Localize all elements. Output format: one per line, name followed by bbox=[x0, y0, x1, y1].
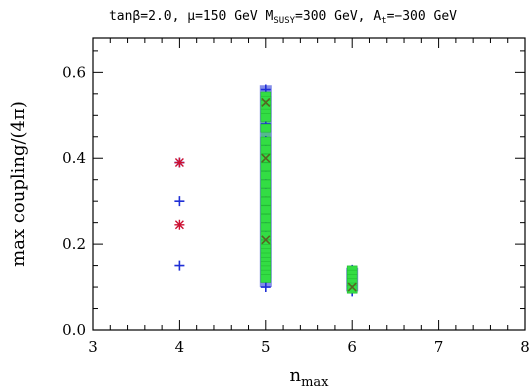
x-tick-label: 8 bbox=[520, 338, 530, 356]
axis-ticks bbox=[92, 38, 526, 331]
square-marker bbox=[260, 179, 272, 189]
y-tick-labels: 0.0 0.2 0.4 0.6 bbox=[62, 63, 86, 339]
cross-marker bbox=[261, 97, 271, 107]
square-marker bbox=[260, 222, 272, 232]
square-marker bbox=[260, 113, 272, 122]
x-tick-labels: 3 4 5 6 7 8 bbox=[88, 338, 530, 356]
y-axis-label: max coupling/(4π) bbox=[8, 101, 29, 267]
x-tick-label: 3 bbox=[88, 338, 98, 356]
square-marker bbox=[260, 136, 272, 146]
square-marker bbox=[260, 171, 272, 180]
square-marker bbox=[260, 274, 272, 283]
square-marker bbox=[260, 188, 272, 197]
x-tick-label: 7 bbox=[434, 338, 444, 356]
x-tick-label: 4 bbox=[175, 338, 185, 356]
square-marker bbox=[260, 196, 272, 206]
square-marker bbox=[260, 205, 272, 215]
plus-marker bbox=[174, 260, 185, 271]
plus-marker bbox=[260, 282, 271, 293]
y-tick-label: 0.2 bbox=[62, 235, 86, 253]
title-subscript-susy: SUSY bbox=[273, 16, 295, 26]
plus-marker bbox=[174, 196, 185, 207]
cross-marker bbox=[261, 235, 271, 245]
data-points bbox=[174, 84, 359, 297]
y-tick-label: 0.0 bbox=[62, 321, 86, 339]
title-subscript-t: t bbox=[381, 16, 386, 26]
y-tick-label: 0.6 bbox=[62, 63, 86, 81]
chart-title: tanβ=2.0, μ=150 GeV MSUSY=300 GeV, At=−3… bbox=[109, 9, 457, 26]
square-marker bbox=[260, 214, 272, 223]
square-marker bbox=[260, 162, 272, 172]
star-marker bbox=[174, 157, 185, 168]
x-axis-label-subscript: max bbox=[301, 375, 329, 389]
square-marker bbox=[260, 123, 272, 133]
x-axis-label: nmax bbox=[289, 365, 329, 389]
square-marker bbox=[346, 284, 358, 294]
star-marker bbox=[174, 219, 185, 230]
cross-marker bbox=[347, 282, 357, 292]
cross-marker bbox=[261, 153, 271, 163]
square-marker bbox=[260, 145, 272, 154]
x-tick-label: 5 bbox=[261, 338, 271, 356]
y-tick-label: 0.4 bbox=[62, 149, 86, 167]
x-tick-label: 6 bbox=[347, 338, 357, 356]
plot-frame bbox=[92, 37, 526, 331]
